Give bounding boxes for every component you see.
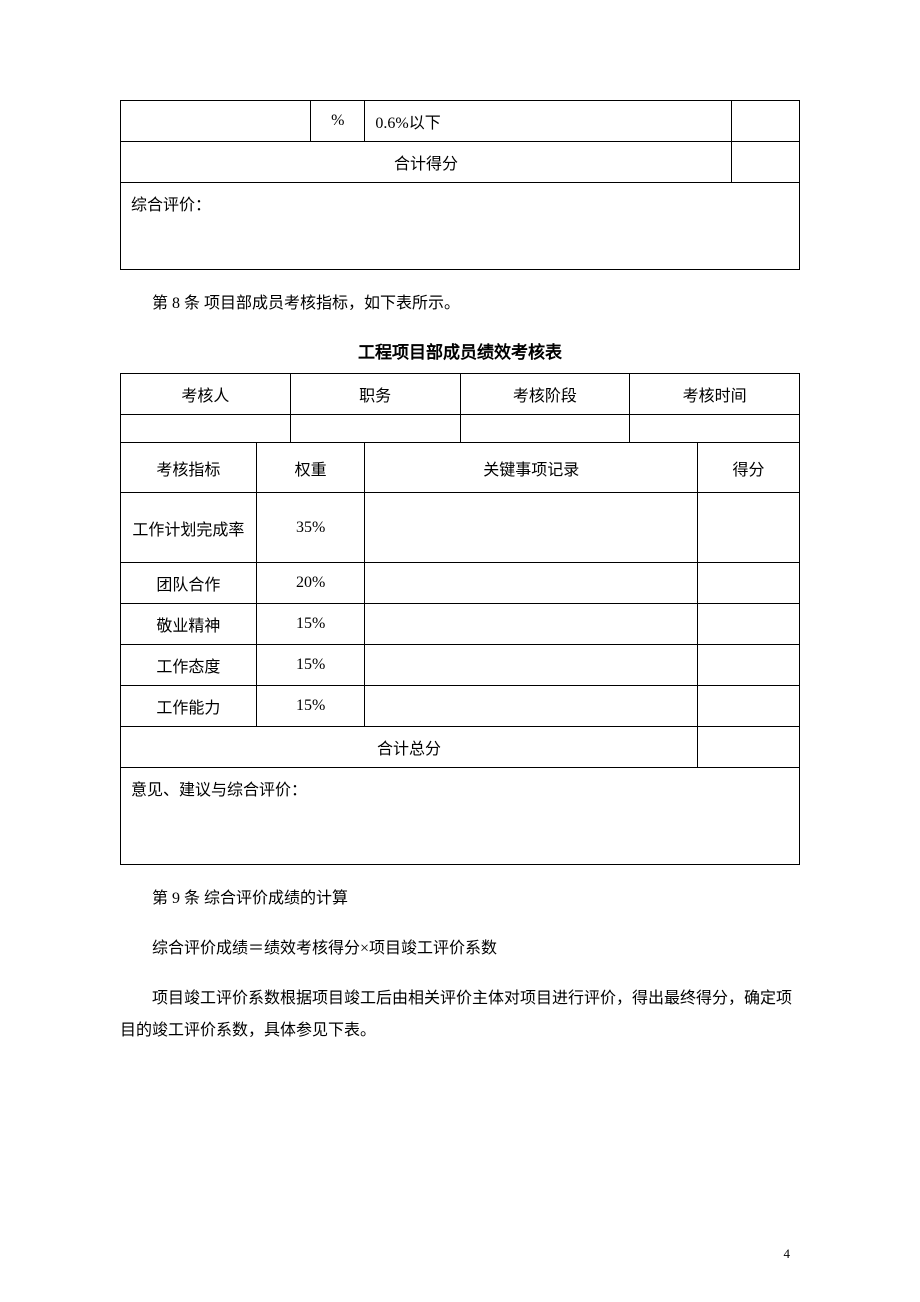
row1-record: [365, 563, 698, 604]
row0-indicator: 工作计划完成率: [121, 493, 257, 563]
h2-2: 关键事项记录: [365, 443, 698, 493]
row0-weight: 35%: [256, 493, 365, 563]
page-number: 4: [784, 1246, 791, 1262]
h1-3: 考核时间: [630, 374, 800, 415]
row3-indicator: 工作态度: [121, 645, 257, 686]
cell-unit: %: [311, 101, 365, 142]
h2-3: 得分: [698, 443, 800, 493]
paragraph-article-9: 第 9 条 综合评价成绩的计算: [120, 883, 800, 915]
row1-indicator: 团队合作: [121, 563, 257, 604]
total-value: [698, 727, 800, 768]
table-member-assessment-body: 考核指标 权重 关键事项记录 得分 工作计划完成率 35% 团队合作 20% 敬…: [120, 442, 800, 865]
cell-threshold: 0.6%以下: [365, 101, 732, 142]
comment-cell: 意见、建议与综合评价：: [121, 768, 800, 865]
h1-1: 职务: [290, 374, 460, 415]
row1-weight: 20%: [256, 563, 365, 604]
row3-record: [365, 645, 698, 686]
blank-1: [290, 415, 460, 443]
row3-weight: 15%: [256, 645, 365, 686]
row4-score: [698, 686, 800, 727]
row2-weight: 15%: [256, 604, 365, 645]
table2-title: 工程项目部成员绩效考核表: [120, 338, 800, 363]
row4-record: [365, 686, 698, 727]
row4-weight: 15%: [256, 686, 365, 727]
h2-1: 权重: [256, 443, 365, 493]
cell-total-value: [732, 142, 800, 183]
cell-eval: 综合评价：: [121, 183, 800, 270]
blank-3: [630, 415, 800, 443]
table-summary-fragment: % 0.6%以下 合计得分 综合评价：: [120, 100, 800, 270]
cell-blank: [121, 101, 311, 142]
cell-total-label: 合计得分: [121, 142, 732, 183]
paragraph-article-8: 第 8 条 项目部成员考核指标，如下表所示。: [120, 288, 800, 320]
cell-score-blank: [732, 101, 800, 142]
row1-score: [698, 563, 800, 604]
blank-2: [460, 415, 630, 443]
paragraph-formula: 综合评价成绩＝绩效考核得分×项目竣工评价系数: [120, 933, 800, 965]
row2-indicator: 敬业精神: [121, 604, 257, 645]
row0-score: [698, 493, 800, 563]
h2-0: 考核指标: [121, 443, 257, 493]
row4-indicator: 工作能力: [121, 686, 257, 727]
table-member-assessment: 考核人 职务 考核阶段 考核时间: [120, 373, 800, 443]
para4-text: 项目竣工评价系数根据项目竣工后由相关评价主体对项目进行评价，得出最终得分，确定项…: [120, 990, 792, 1039]
row0-record: [365, 493, 698, 563]
document-page: % 0.6%以下 合计得分 综合评价： 第 8 条 项目部成员考核指标，如下表所…: [0, 0, 920, 1302]
paragraph-explain: 项目竣工评价系数根据项目竣工后由相关评价主体对项目进行评价，得出最终得分，确定项…: [120, 983, 800, 1047]
blank-0: [121, 415, 291, 443]
row2-score: [698, 604, 800, 645]
row2-record: [365, 604, 698, 645]
total-label: 合计总分: [121, 727, 698, 768]
row3-score: [698, 645, 800, 686]
h1-0: 考核人: [121, 374, 291, 415]
h1-2: 考核阶段: [460, 374, 630, 415]
